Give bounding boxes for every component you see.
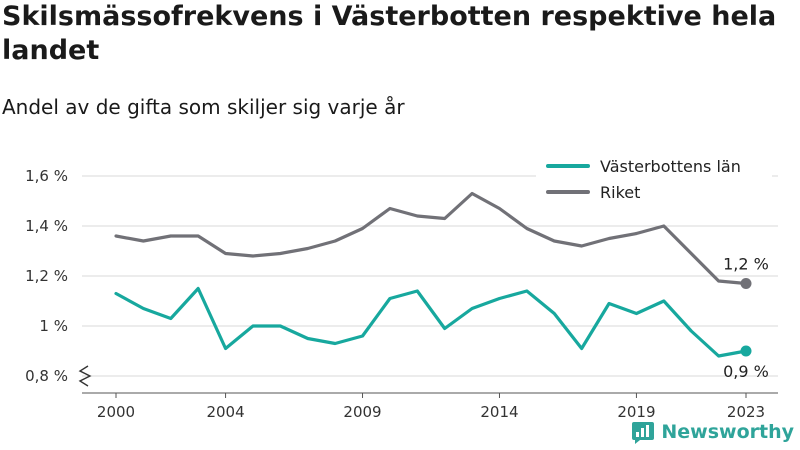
x-tick-label: 2004 xyxy=(206,403,244,421)
bar-chart-logo-icon xyxy=(632,422,655,444)
series-line-riket xyxy=(114,191,748,286)
axes: 0,8 % 1 % 1,2 % 1,4 % 1,6 % 2000 2004 2009 2014 2… xyxy=(25,167,778,421)
y-tick-label: 0,8 % xyxy=(25,367,68,385)
legend: Västerbottens län Riket xyxy=(536,148,772,204)
series-line-vasterbotten xyxy=(114,286,748,358)
newsworthy-logo: Newsworthy xyxy=(631,420,794,444)
axis-break-icon xyxy=(78,365,92,387)
chart-subtitle: Andel av de gifta som skiljer sig varje … xyxy=(2,95,405,119)
x-tick-label: 2000 xyxy=(97,403,135,421)
series-end-point xyxy=(740,278,752,289)
y-tick-label: 1 % xyxy=(39,317,68,335)
legend-label: Västerbottens län xyxy=(600,157,741,176)
x-tick-label: 2019 xyxy=(617,403,655,421)
y-tick-label: 1,2 % xyxy=(25,267,68,285)
y-tick-label: 1,4 % xyxy=(25,217,68,235)
y-tick-label: 1,6 % xyxy=(25,167,68,185)
x-tick-label: 2023 xyxy=(727,403,765,421)
series-end-label: 1,2 % xyxy=(723,255,769,274)
legend-label: Riket xyxy=(600,183,640,202)
series-end-label: 0,9 % xyxy=(723,362,769,381)
brand-name: Newsworthy xyxy=(661,421,794,443)
grid-lines xyxy=(82,175,778,377)
x-tick-label: 2009 xyxy=(343,403,381,421)
series-lines: 0,9 % 1,2 % xyxy=(114,191,769,381)
x-tick-label: 2014 xyxy=(480,403,518,421)
legend-background xyxy=(536,148,772,204)
series-end-point xyxy=(740,345,752,357)
chart-title: Skilsmässofrekvens i Västerbotten respek… xyxy=(2,1,777,66)
